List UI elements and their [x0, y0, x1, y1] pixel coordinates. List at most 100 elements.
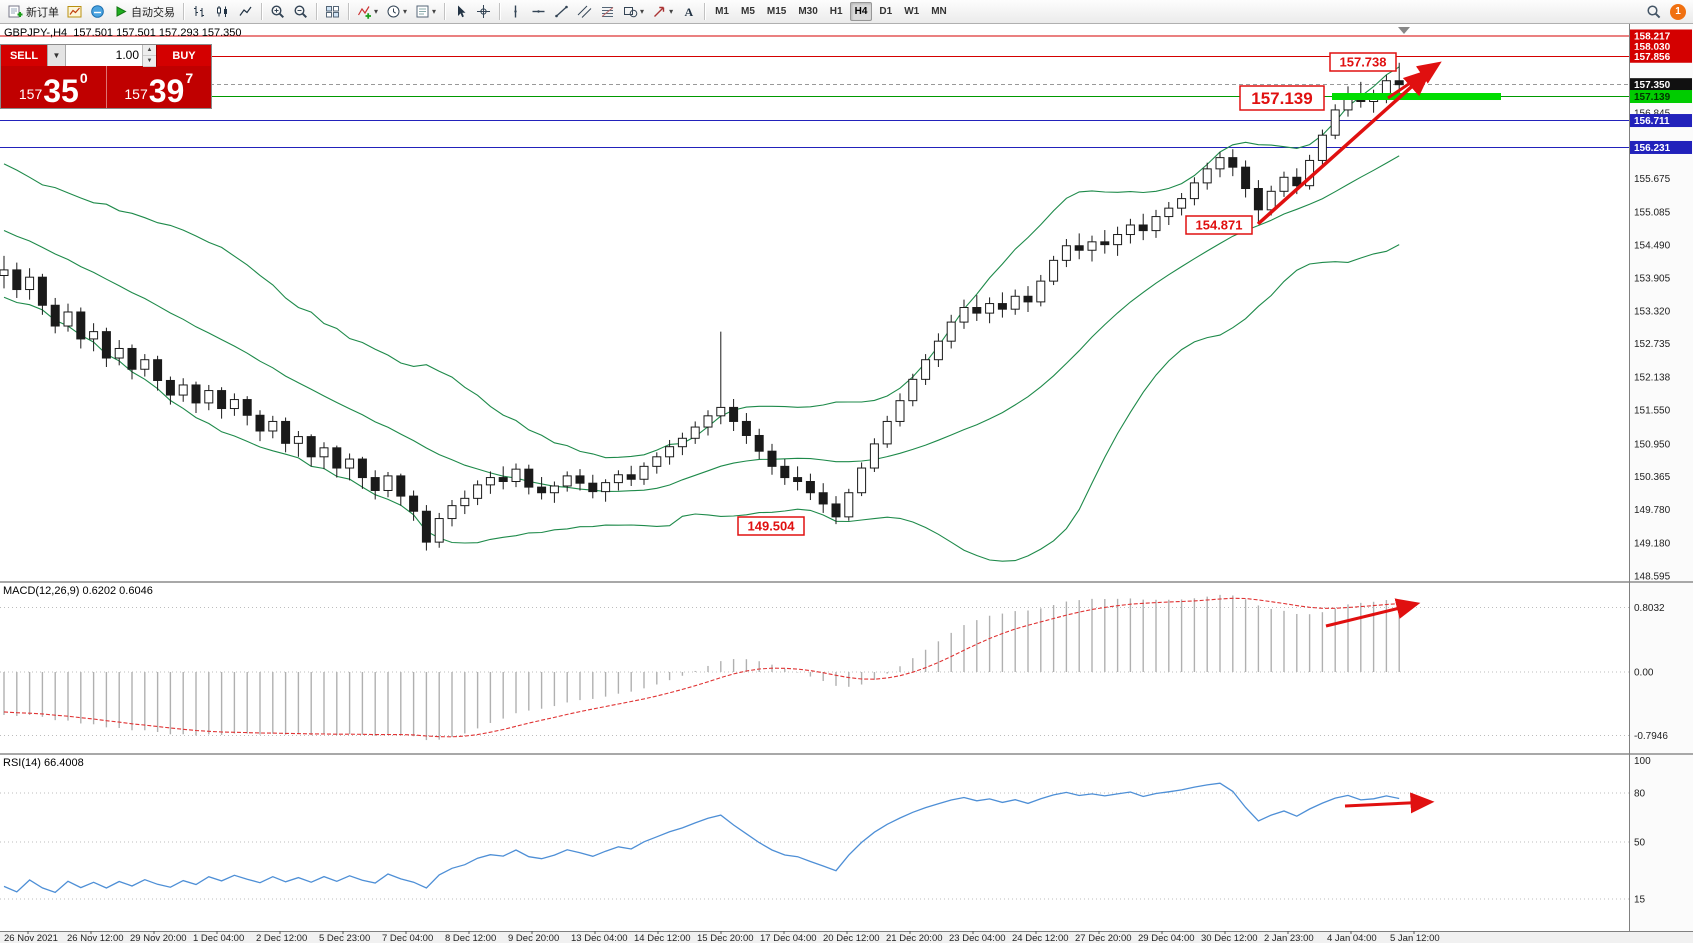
text-label-button[interactable]: A: [678, 2, 699, 22]
svg-text:151.550: 151.550: [1634, 406, 1671, 417]
toolbar-separator: [183, 3, 184, 20]
new-order-button[interactable]: 新订单: [5, 2, 62, 22]
price-annotation-box[interactable]: [737, 516, 805, 536]
shapes-button[interactable]: ▾: [620, 2, 647, 22]
order-settings-dropdown[interactable]: ▼: [47, 45, 66, 66]
trend-arrow[interactable]: [1256, 68, 1432, 226]
timeframe-h1[interactable]: H1: [825, 2, 848, 21]
timeframe-m5[interactable]: M5: [736, 2, 760, 21]
chart-shift-marker[interactable]: [1398, 27, 1410, 34]
autotrade-button[interactable]: 自动交易: [110, 2, 178, 22]
candlestick-button[interactable]: [212, 2, 233, 22]
toolbar-separator: [499, 3, 501, 20]
chart-backgrounds: [0, 24, 1693, 943]
zoom-in-icon: [270, 4, 285, 19]
svg-text:4 Jan 04:00: 4 Jan 04:00: [1327, 933, 1377, 943]
svg-text:15 Dec 20:00: 15 Dec 20:00: [697, 933, 754, 943]
fibonacci-button[interactable]: [597, 2, 618, 22]
buy-price-button[interactable]: 157 39 7: [107, 66, 212, 108]
price-tag: [1630, 49, 1692, 63]
horizontal-line-button[interactable]: [528, 2, 549, 22]
equidistant-channel-button[interactable]: [574, 2, 595, 22]
trendline-button[interactable]: [551, 2, 572, 22]
svg-text:80: 80: [1634, 789, 1646, 800]
timeframe-m1[interactable]: M1: [710, 2, 734, 21]
time-axis[interactable]: 26 Nov 2021 26 Nov 12:00 29 Nov 20:00 1 Dec…: [4, 931, 1440, 943]
svg-text:23 Dec 04:00: 23 Dec 04:00: [949, 933, 1006, 943]
chevron-down-icon: ▾: [669, 7, 674, 16]
line-icon: [238, 4, 253, 19]
profiles-button[interactable]: [87, 2, 108, 22]
clock-icon: [386, 4, 401, 19]
volume-input[interactable]: 1.00 ▲ ▼: [66, 45, 156, 67]
pane-splitter[interactable]: [0, 753, 1693, 755]
notification-badge[interactable]: 1: [1670, 3, 1686, 20]
bid-price-point: 0: [79, 70, 88, 86]
tile-windows-button[interactable]: [322, 2, 343, 22]
toolbar-right-group: 1: [1642, 2, 1689, 22]
svg-text:7 Dec 04:00: 7 Dec 04:00: [382, 933, 433, 943]
sell-price-button[interactable]: 157 35 0: [1, 66, 107, 108]
price-axis: 156.845 155.675 155.085 154.490 153.905 153.3…: [1630, 29, 1692, 906]
timeframe-mn[interactable]: MN: [926, 2, 952, 21]
search-button[interactable]: [1643, 2, 1664, 22]
profile-icon: [90, 4, 105, 19]
toolbar-item-label: H1: [829, 6, 843, 17]
vertical-line-button[interactable]: [505, 2, 526, 22]
svg-text:157.738: 157.738: [1340, 55, 1387, 70]
price-annotation-box[interactable]: [1185, 215, 1253, 235]
timeframe-m15[interactable]: M15: [762, 2, 791, 21]
toolbar-separator: [704, 3, 706, 20]
toolbar-separator: [348, 3, 349, 20]
timeframe-m30[interactable]: M30: [793, 2, 822, 21]
macd-signal-line: [3, 597, 1400, 738]
charts-window-button[interactable]: [64, 2, 85, 22]
pane-splitter[interactable]: [0, 581, 1693, 583]
svg-text:0.00: 0.00: [1634, 668, 1654, 679]
new-order-icon: [8, 4, 23, 19]
svg-text:-0.7946: -0.7946: [1634, 731, 1668, 742]
buy-button[interactable]: BUY: [156, 45, 211, 66]
horizontal-level-lines[interactable]: [0, 35, 1629, 148]
chart-annotations[interactable]: 157.738 157.139 154.871 149.504: [737, 52, 1442, 814]
price-annotation-box[interactable]: [1239, 85, 1325, 111]
svg-text:5 Jan 12:00: 5 Jan 12:00: [1390, 933, 1440, 943]
zoom-out-icon: [293, 4, 308, 19]
zoom-out-button[interactable]: [290, 2, 311, 22]
toolbar-item-label: MN: [931, 6, 947, 17]
indicators-button[interactable]: ▾: [354, 2, 381, 22]
chevron-down-icon: ▾: [432, 7, 437, 16]
support-zone-layer[interactable]: [1332, 93, 1501, 101]
sell-button[interactable]: SELL: [1, 45, 47, 66]
svg-text:5 Dec 23:00: 5 Dec 23:00: [319, 933, 370, 943]
volume-value[interactable]: 1.00: [115, 48, 139, 62]
trend-arrow[interactable]: [1387, 61, 1442, 100]
crosshair-button[interactable]: [473, 2, 494, 22]
timeframe-w1[interactable]: W1: [899, 2, 924, 21]
periods-button[interactable]: ▾: [383, 2, 410, 22]
spin-down-icon[interactable]: ▼: [143, 56, 156, 67]
line-chart-button[interactable]: [235, 2, 256, 22]
cursor-button[interactable]: [450, 2, 471, 22]
svg-text:149.780: 149.780: [1634, 505, 1671, 516]
volume-stepper[interactable]: ▲ ▼: [142, 45, 156, 67]
ask-price-pips: 39: [148, 72, 185, 109]
templates-button[interactable]: ▾: [412, 2, 439, 22]
trend-arrow[interactable]: [1344, 792, 1435, 814]
svg-text:24 Dec 12:00: 24 Dec 12:00: [1012, 933, 1069, 943]
svg-text:153.320: 153.320: [1634, 306, 1671, 317]
timeframe-h4[interactable]: H4: [849, 2, 873, 21]
ohlc-bars-button[interactable]: [189, 2, 210, 22]
arrows-button[interactable]: ▾: [649, 2, 676, 22]
one-click-trade-panel: SELL ▼ 1.00 ▲ ▼ BUY 157 35 0 157 39 7: [0, 44, 212, 109]
trend-arrow[interactable]: [1325, 598, 1421, 628]
spin-up-icon[interactable]: ▲: [143, 45, 156, 56]
support-zone[interactable]: [1332, 93, 1501, 101]
chart-shift[interactable]: [1398, 27, 1410, 34]
price-annotation-box[interactable]: [1329, 52, 1397, 72]
timeframe-d1[interactable]: D1: [874, 2, 897, 21]
zoom-in-button[interactable]: [267, 2, 288, 22]
price-tag: [1630, 140, 1692, 154]
svg-text:158.217: 158.217: [1634, 32, 1671, 43]
